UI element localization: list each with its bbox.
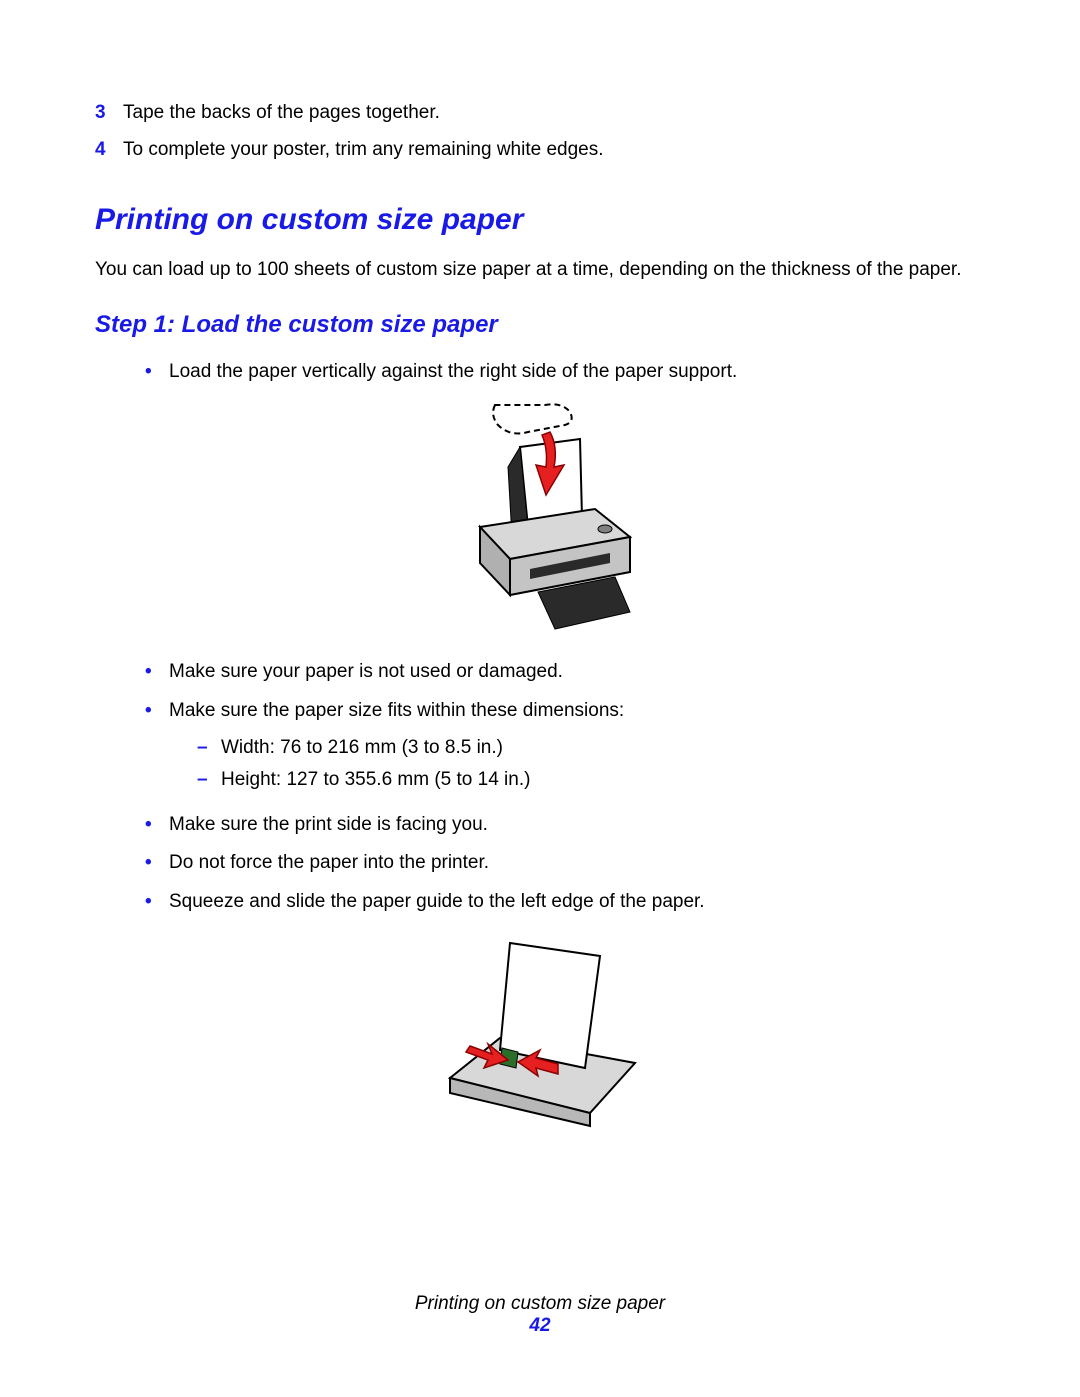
dash-icon: – [197,735,221,762]
intro-paragraph: You can load up to 100 sheets of custom … [95,257,985,283]
dash-icon: – [197,767,221,794]
bullet-squeeze-guide: • Squeeze and slide the paper guide to t… [145,889,985,916]
numbered-steps-continued: 3 Tape the backs of the pages together. … [95,100,985,163]
page-content: 3 Tape the backs of the pages together. … [0,0,1080,1128]
dash-text: Height: 127 to 355.6 mm (5 to 14 in.) [221,767,530,794]
step-number: 4 [95,137,123,164]
bullet-text: Do not force the paper into the printer. [169,850,489,877]
instruction-bullets-continued: • Make sure your paper is not used or da… [95,659,985,915]
bullet-icon: • [145,359,169,386]
bullet-text: Make sure the print side is facing you. [169,812,488,839]
bullet-text: Make sure the paper size fits within the… [169,700,624,721]
dash-text: Width: 76 to 216 mm (3 to 8.5 in.) [221,735,503,762]
bullet-not-damaged: • Make sure your paper is not used or da… [145,659,985,686]
paper-guide-squeeze-illustration [95,928,985,1128]
bullet-icon: • [145,812,169,839]
step-4: 4 To complete your poster, trim any rema… [95,137,985,164]
bullet-dimensions: • Make sure the paper size fits within t… [145,698,985,800]
step-3: 3 Tape the backs of the pages together. [95,100,985,127]
dimension-sublist: – Width: 76 to 216 mm (3 to 8.5 in.) – H… [169,735,985,794]
step-text: To complete your poster, trim any remain… [123,137,604,164]
section-heading: Printing on custom size paper [95,203,985,237]
page-footer: Printing on custom size paper 42 [0,1293,1080,1337]
footer-section-title: Printing on custom size paper [0,1293,1080,1315]
bullet-icon: • [145,850,169,877]
instruction-bullets: • Load the paper vertically against the … [95,359,985,386]
bullet-print-side: • Make sure the print side is facing you… [145,812,985,839]
bullet-icon: • [145,698,169,800]
step-number: 3 [95,100,123,127]
bullet-icon: • [145,659,169,686]
step-text: Tape the backs of the pages together. [123,100,440,127]
bullet-text: Load the paper vertically against the ri… [169,359,737,386]
dash-height: – Height: 127 to 355.6 mm (5 to 14 in.) [197,767,985,794]
dash-width: – Width: 76 to 216 mm (3 to 8.5 in.) [197,735,985,762]
footer-page-number: 42 [0,1315,1080,1337]
bullet-do-not-force: • Do not force the paper into the printe… [145,850,985,877]
bullet-text: Make sure your paper is not used or dama… [169,659,563,686]
bullet-load-vertically: • Load the paper vertically against the … [145,359,985,386]
printer-load-paper-illustration [95,397,985,637]
bullet-icon: • [145,889,169,916]
bullet-text: Squeeze and slide the paper guide to the… [169,889,705,916]
subsection-heading: Step 1: Load the custom size paper [95,311,985,339]
